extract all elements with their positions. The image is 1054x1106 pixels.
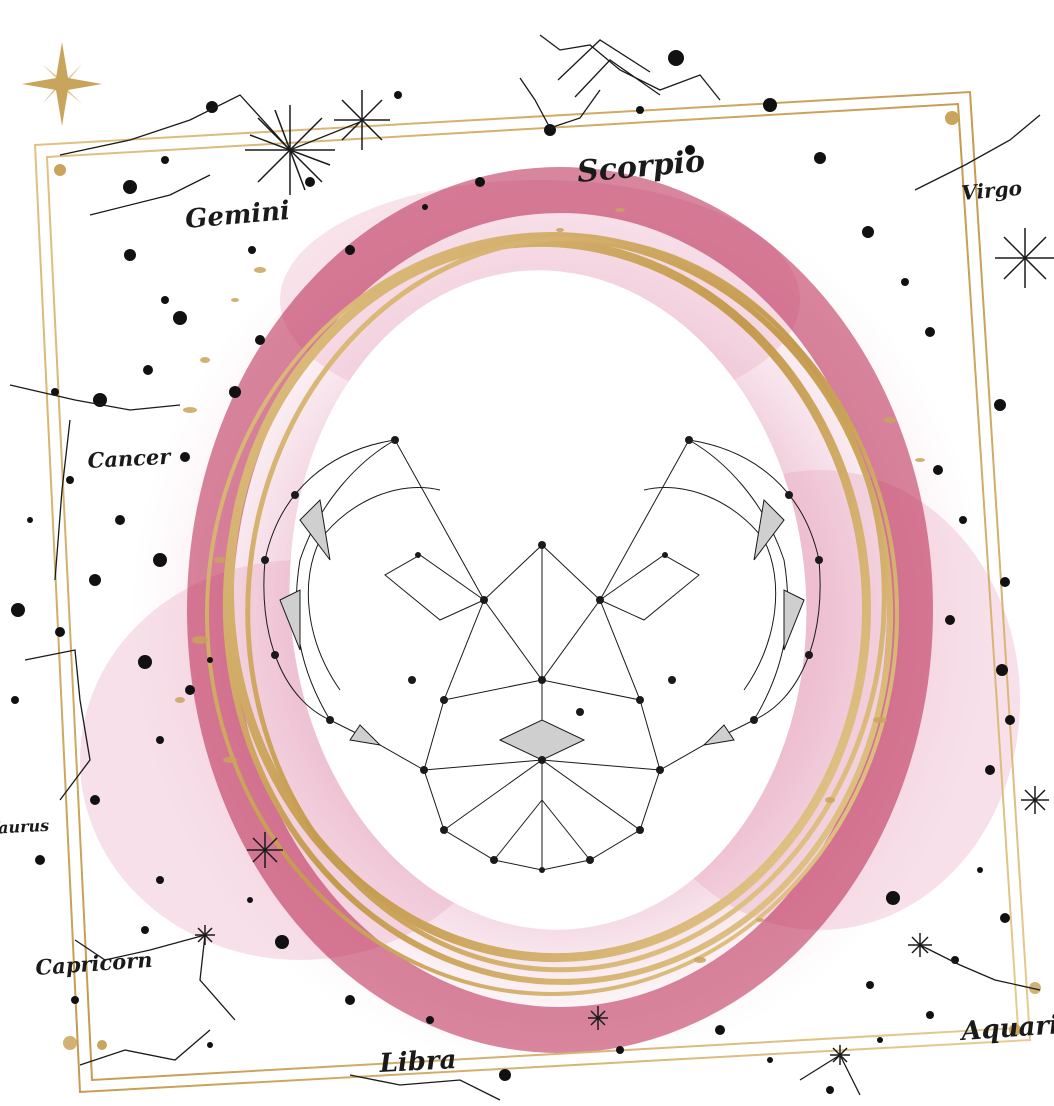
label-cancer: Cancer — [87, 444, 173, 473]
label-virgo: Virgo — [960, 176, 1022, 205]
label-aquarius: Aquarius — [957, 1008, 1054, 1047]
gold-rings — [205, 232, 899, 996]
aries-ram-polygon-icon — [261, 436, 823, 873]
label-capricorn: Capricorn — [35, 947, 154, 980]
label-scorpio: Scorpio — [576, 144, 707, 190]
gold-corner-sun-icon — [54, 111, 1021, 1050]
label-taurus: Taurus — [0, 816, 50, 838]
label-gemini: Gemini — [184, 196, 291, 235]
gold-flecks — [63, 208, 1041, 1050]
constellation-lines — [9, 34, 1041, 1101]
sparkle-stars — [195, 90, 1054, 1065]
gold-compass-star-icon — [22, 42, 102, 126]
label-libra: Libra — [378, 1045, 457, 1079]
